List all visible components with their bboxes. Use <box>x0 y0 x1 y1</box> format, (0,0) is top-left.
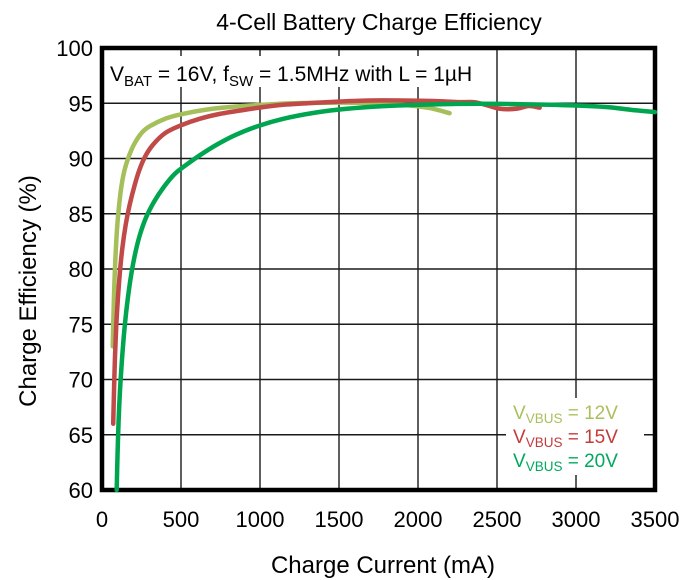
y-tick-label: 70 <box>69 368 93 393</box>
y-tick-label: 85 <box>69 202 93 227</box>
text-backgrounds <box>106 56 644 475</box>
curve-vbus-15v <box>110 98 542 426</box>
y-tick-label: 75 <box>69 312 93 337</box>
legend-entry-vbus-15v: VVBUS = 15V <box>513 427 618 450</box>
y-tick-label: 100 <box>56 36 93 61</box>
annotation-background <box>106 56 462 87</box>
curve-vbus-20v <box>114 101 658 493</box>
y-tick-label: 80 <box>69 257 93 282</box>
frame-layer <box>99 45 658 493</box>
plot-frame <box>99 45 658 493</box>
annotation-layer: VBAT = 16V, fSW = 1.5MHz with L = 1µH <box>110 63 472 90</box>
x-tick-label: 2000 <box>394 507 443 532</box>
legend-entry-vbus-20v: VVBUS = 20V <box>513 451 618 474</box>
tick-labels: 0 500 1000 1500 2000 2500 3000 3500 60 65 70 75 80 85… <box>56 36 679 532</box>
y-axis-label: Charge Efficiency (%) <box>15 175 42 407</box>
x-tick-label: 2500 <box>473 507 522 532</box>
y-tick-label: 60 <box>69 478 93 503</box>
chart-title: 4-Cell Battery Charge Efficiency <box>216 9 542 35</box>
x-tick-label: 3000 <box>552 507 601 532</box>
curves <box>110 98 658 493</box>
x-tick-label: 1500 <box>315 507 364 532</box>
y-tick-label: 95 <box>69 91 93 116</box>
legend-background <box>506 398 644 475</box>
x-tick-label: 3500 <box>631 507 680 532</box>
y-tick-label: 90 <box>69 147 93 172</box>
y-tick-label: 65 <box>69 423 93 448</box>
x-axis-label: Charge Current (mA) <box>271 552 495 579</box>
legend-entry-vbus-12v: VVBUS = 12V <box>513 403 618 426</box>
x-tick-label: 0 <box>96 507 108 532</box>
x-tick-label: 500 <box>163 507 200 532</box>
curve-vbus-12v <box>110 100 452 349</box>
x-tick-label: 1000 <box>236 507 285 532</box>
conditions-annotation: VBAT = 16V, fSW = 1.5MHz with L = 1µH <box>110 63 472 90</box>
